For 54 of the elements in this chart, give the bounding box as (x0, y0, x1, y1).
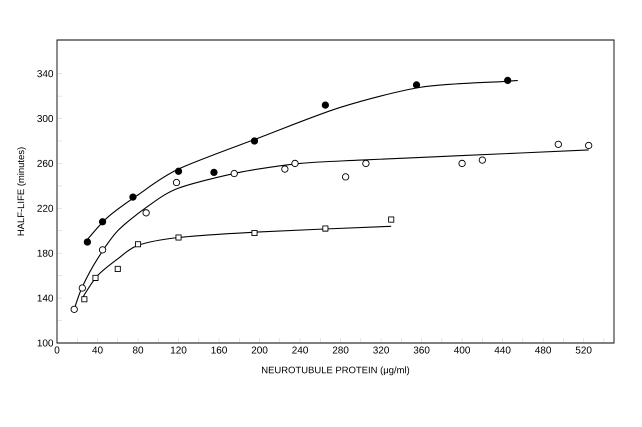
point (250, 137, 258, 145)
x-tick-label: 40 (92, 346, 103, 354)
point (281, 165, 288, 173)
point (70, 306, 78, 313)
point (98, 246, 106, 254)
x-tick-label: 520 (576, 346, 592, 354)
point (251, 230, 258, 236)
x-tick-label: 80 (132, 346, 144, 354)
point (114, 266, 121, 272)
point (342, 173, 350, 181)
point (388, 216, 394, 223)
x-tick-label: 400 (454, 346, 470, 354)
point (478, 156, 486, 164)
x-tick-label: 240 (292, 346, 308, 354)
point (362, 160, 370, 168)
y-tick-label: 340 (37, 70, 54, 78)
y-tick-label: 300 (37, 115, 54, 122)
point (585, 142, 592, 150)
x-axis-title: NEUROTUBULE PROTEIN (μg/ml) (262, 366, 410, 376)
point (129, 193, 137, 201)
point (412, 81, 420, 89)
y-tick-label: 140 (38, 294, 54, 302)
point (142, 209, 150, 216)
point (134, 241, 142, 248)
x-tick-label: 280 (332, 346, 348, 354)
point (78, 284, 86, 292)
point (554, 140, 562, 148)
x-tick-label: 440 (494, 346, 511, 354)
y-tick-label: 100 (38, 339, 54, 347)
x-tick-label: 480 (535, 346, 552, 354)
point (504, 76, 512, 84)
point (175, 234, 182, 241)
x-tick-label: 200 (252, 346, 268, 354)
y-tick-label: 260 (37, 160, 54, 167)
y-tick-label: 220 (37, 204, 54, 212)
point (81, 296, 88, 302)
point (92, 274, 99, 281)
point (322, 101, 330, 109)
x-tick-label: 0 (54, 346, 60, 354)
y-axis-title: HALF-LIFE (minutes) (17, 147, 26, 236)
point (210, 168, 218, 176)
point (230, 170, 238, 178)
point (174, 168, 182, 175)
x-tick-label: 120 (170, 346, 186, 354)
point (84, 238, 92, 246)
point (322, 225, 328, 232)
point (291, 160, 299, 168)
point (458, 160, 466, 168)
x-tick-label: 360 (414, 346, 430, 354)
point (172, 178, 180, 186)
y-tick-label: 180 (38, 250, 54, 257)
x-tick-label: 320 (373, 346, 389, 354)
x-tick-label: 160 (211, 346, 227, 354)
point (98, 218, 106, 226)
